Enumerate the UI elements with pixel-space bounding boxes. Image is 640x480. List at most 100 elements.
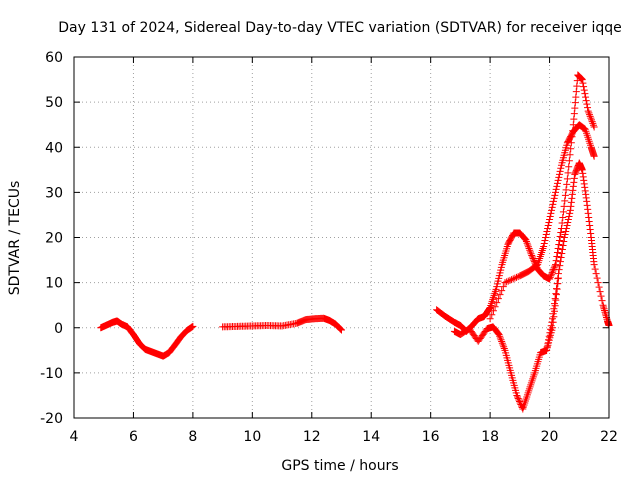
data-point <box>540 243 548 251</box>
data-point <box>551 300 559 308</box>
data-point <box>563 175 571 183</box>
data-point <box>567 145 575 153</box>
data-point <box>514 394 522 402</box>
data-point <box>524 243 532 251</box>
series-arc-6 <box>543 159 613 354</box>
data-point <box>550 194 558 202</box>
data-point <box>562 227 570 235</box>
data-point <box>544 221 552 229</box>
data-point <box>501 279 509 287</box>
data-point <box>561 230 569 238</box>
x-tick-label: 4 <box>70 429 79 445</box>
data-point <box>550 305 558 313</box>
data-point <box>553 182 561 190</box>
data-point <box>546 212 554 220</box>
data-point <box>546 273 554 281</box>
data-point <box>545 218 553 226</box>
data-point <box>558 246 566 254</box>
data-point <box>552 188 559 196</box>
data-point <box>493 299 501 307</box>
data-point <box>545 332 553 340</box>
data-point <box>588 118 596 126</box>
data-point <box>549 310 557 318</box>
data-point <box>557 254 565 262</box>
data-point <box>556 258 564 266</box>
data-point <box>547 272 555 280</box>
data-point <box>500 343 508 351</box>
data-point <box>516 397 524 405</box>
data-point <box>552 185 560 193</box>
data-point <box>563 180 571 188</box>
data-point <box>555 241 563 249</box>
data-point <box>543 227 551 235</box>
data-point <box>489 307 497 315</box>
data-point <box>522 236 530 244</box>
data-point <box>564 169 572 177</box>
data-point <box>544 339 552 347</box>
data-point <box>529 255 537 263</box>
data-point <box>547 209 555 217</box>
data-point <box>499 341 507 349</box>
data-point <box>530 256 538 264</box>
data-point <box>500 345 508 353</box>
data-point <box>338 326 345 334</box>
data-point <box>590 152 598 160</box>
data-point <box>491 303 499 311</box>
data-point <box>552 285 560 293</box>
data-point <box>564 215 572 223</box>
series-arc-4 <box>450 274 562 413</box>
data-point <box>546 329 554 337</box>
data-point <box>548 206 556 214</box>
data-point <box>560 202 568 210</box>
data-point <box>593 274 601 282</box>
data-point <box>556 262 564 270</box>
x-tick-label: 12 <box>303 429 321 445</box>
data-point <box>549 267 557 275</box>
data-point <box>544 224 552 232</box>
data-point <box>496 334 504 342</box>
data-point <box>497 336 505 344</box>
data-point <box>543 343 551 351</box>
data-point <box>336 325 344 333</box>
data-point <box>591 265 599 273</box>
data-point <box>509 275 517 283</box>
data-point <box>555 173 563 181</box>
data-point <box>597 292 605 300</box>
data-point <box>559 213 567 221</box>
data-point <box>584 107 592 115</box>
data-point <box>553 280 561 288</box>
data-point <box>558 250 566 258</box>
x-tick-label: 6 <box>129 429 138 445</box>
data-point <box>508 276 516 284</box>
data-point <box>189 322 197 330</box>
data-point <box>496 332 504 340</box>
data-point <box>561 191 569 199</box>
data-point <box>554 270 562 278</box>
data-point <box>565 157 573 165</box>
data-point <box>552 291 560 299</box>
data-point <box>579 79 587 87</box>
data-point <box>552 257 560 265</box>
data-points <box>97 71 613 413</box>
data-point <box>561 197 569 205</box>
data-point <box>554 245 562 253</box>
data-point <box>562 186 570 194</box>
data-point <box>485 304 493 312</box>
x-tick-label: 8 <box>188 429 197 445</box>
data-point <box>581 90 589 98</box>
grid <box>74 57 609 418</box>
x-tick-label: 18 <box>481 429 499 445</box>
data-point <box>543 346 551 354</box>
data-point <box>550 197 558 205</box>
x-tick-label: 14 <box>362 429 380 445</box>
data-point <box>559 242 567 250</box>
data-point <box>522 238 530 246</box>
data-point <box>589 119 597 127</box>
series-arc-2 <box>219 314 345 334</box>
y-tick-label: 30 <box>45 185 63 201</box>
series-arc-1 <box>97 317 197 360</box>
data-point <box>496 291 504 299</box>
data-point <box>560 234 568 241</box>
y-tick-label: 50 <box>45 95 63 111</box>
data-point <box>565 212 573 220</box>
